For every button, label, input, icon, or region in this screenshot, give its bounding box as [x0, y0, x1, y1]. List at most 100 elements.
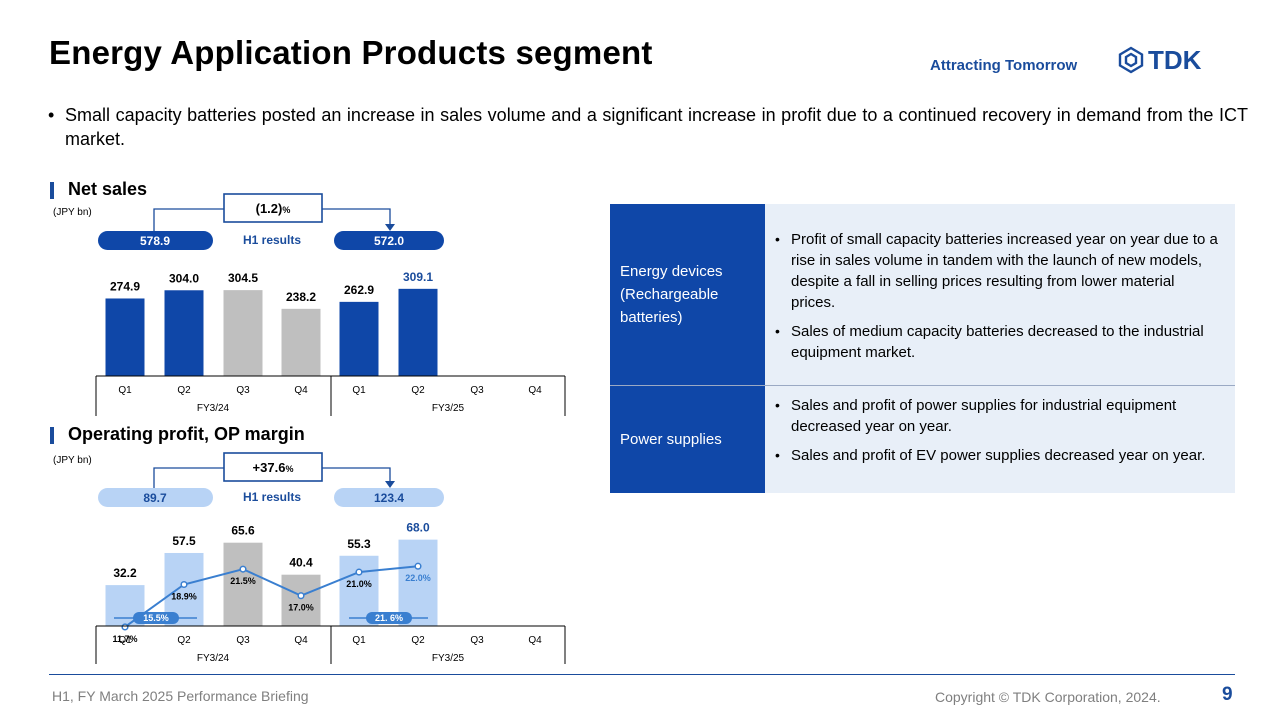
h1-prev-value: 89.7: [143, 491, 167, 505]
bar-value-label: 309.1: [403, 270, 433, 284]
heading-marker: [50, 427, 54, 444]
op-unit: (JPY bn): [53, 455, 92, 466]
bar-value-label: 262.9: [344, 283, 374, 297]
h1-prev-pill: [98, 231, 213, 250]
bar: [105, 298, 145, 376]
list-item: Sales of medium capacity batteries decre…: [775, 321, 1219, 363]
tdk-logo: TDK: [1118, 46, 1202, 74]
x-tick-label: Q1: [118, 385, 132, 396]
x-tick-label: Q2: [177, 385, 191, 396]
table-row: Power supplies Sales and profit of power…: [610, 385, 1235, 493]
bar-value-label: 57.5: [172, 534, 196, 548]
x-tick-label: Q3: [470, 385, 484, 396]
change-value: (1.2)%: [256, 201, 291, 216]
x-tick-label: Q3: [470, 635, 484, 646]
x-tick-label: Q3: [236, 635, 250, 646]
x-tick-label: Q1: [118, 635, 132, 646]
x-tick-label: Q2: [411, 385, 425, 396]
margin-point: [355, 568, 363, 576]
half-margin-label: 21. 6%: [375, 613, 403, 623]
connector-line: [153, 208, 224, 231]
change-value: +37.6%: [253, 460, 294, 475]
x-tick-label: Q4: [528, 635, 542, 646]
half-margin-label: 15.5%: [143, 613, 169, 623]
bar-value-label: 65.6: [231, 524, 255, 538]
group-label: FY3/24: [197, 403, 230, 414]
bar: [164, 290, 204, 376]
bar-value-label: 304.5: [228, 271, 258, 285]
table-row: Energy devices (Rechargeable batteries) …: [610, 204, 1235, 385]
margin-point: [180, 580, 188, 589]
list-item: Sales and profit of EV power supplies de…: [775, 445, 1219, 466]
x-tick-label: Q4: [528, 385, 542, 396]
bullet-dot: •: [48, 105, 55, 125]
margin-point: [121, 623, 129, 631]
x-tick-label: Q2: [177, 635, 191, 646]
copyright: Copyright © TDK Corporation, 2024.: [935, 689, 1161, 705]
page-number: 9: [1222, 684, 1233, 705]
bar: [281, 574, 321, 626]
margin-line: [124, 565, 419, 628]
margin-label: 17.0%: [288, 603, 314, 613]
h1-curr-pill: [334, 231, 444, 250]
margin-point: [414, 562, 422, 570]
bar-value-label: 68.0: [406, 521, 430, 535]
change-box: [223, 452, 323, 482]
bar-value-label: 55.3: [347, 537, 371, 551]
page-title: Energy Application Products segment: [49, 34, 653, 71]
row-label-energy-devices: Energy devices (Rechargeable batteries): [610, 204, 765, 385]
margin-point: [297, 592, 305, 600]
op-heading: Operating profit, OP margin: [50, 424, 305, 445]
x-tick-label: Q2: [411, 635, 425, 646]
arrow-head: [385, 481, 395, 488]
group-label: FY3/25: [432, 653, 465, 664]
half-margin-pill: [366, 612, 412, 624]
bar-value-label: 32.2: [113, 566, 137, 580]
bar-value-label: 40.4: [289, 556, 313, 570]
bar: [281, 308, 321, 376]
x-tick-label: Q4: [294, 635, 308, 646]
bar: [223, 542, 263, 626]
h1-curr-value: 123.4: [374, 491, 404, 505]
bar-value-label: 304.0: [169, 271, 199, 285]
tagline: Attracting Tomorrow: [930, 57, 1078, 74]
x-tick-label: Q1: [352, 385, 366, 396]
footer-title: H1, FY March 2025 Performance Briefing: [52, 688, 309, 704]
bar: [398, 288, 438, 376]
h1-results-label: H1 results: [243, 233, 301, 247]
list-item: Sales and profit of power supplies for i…: [775, 395, 1219, 437]
margin-label: 11.7%: [112, 634, 137, 644]
logo-text: TDK: [1148, 46, 1202, 74]
h1-prev-value: 578.9: [140, 234, 170, 248]
bar: [223, 290, 263, 376]
op-title: Operating profit, OP margin: [68, 424, 305, 444]
charts-canvas: (1.2)% 578.9 572.0 H1 results 274.9 304.0 304.…: [95, 193, 566, 664]
row-body: Sales and profit of power supplies for i…: [765, 386, 1235, 493]
summary-text: Small capacity batteries posted an incre…: [65, 105, 1248, 149]
connector-line: [153, 467, 224, 488]
bar: [398, 539, 438, 626]
connector-line: [322, 467, 391, 482]
h1-curr-pill: [334, 488, 444, 507]
x-tick-label: Q3: [236, 385, 250, 396]
net-sales-unit: (JPY bn): [53, 207, 92, 218]
heading-marker: [50, 182, 54, 199]
net-sales-heading: Net sales: [50, 179, 147, 200]
margin-point: [239, 565, 247, 573]
footer-divider: [49, 674, 1235, 675]
bar-value-label: 274.9: [110, 279, 140, 293]
margin-label: 21.0%: [346, 579, 372, 589]
group-label: FY3/25: [432, 403, 465, 414]
x-tick-label: Q4: [294, 385, 308, 396]
h1-curr-value: 572.0: [374, 234, 404, 248]
margin-label: 22.0%: [405, 573, 431, 583]
row-body: Profit of small capacity batteries incre…: [765, 204, 1235, 385]
h1-prev-pill: [98, 488, 213, 507]
margin-label: 21.5%: [230, 576, 256, 586]
connector-line: [322, 208, 391, 225]
summary-bullet: • Small capacity batteries posted an inc…: [48, 103, 1248, 151]
commentary-table: Energy devices (Rechargeable batteries) …: [610, 204, 1235, 493]
group-label: FY3/24: [197, 653, 230, 664]
half-margin-pill: [133, 612, 179, 624]
arrow-head: [385, 224, 395, 231]
